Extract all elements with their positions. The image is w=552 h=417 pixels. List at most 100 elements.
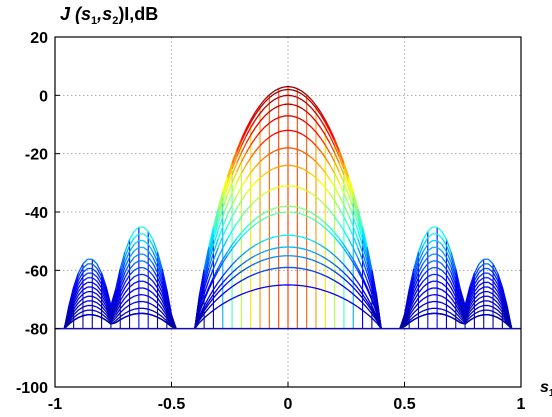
x-tick-label: 0.5 xyxy=(393,396,415,413)
mesh-profile-segment xyxy=(320,150,326,159)
mesh-profile-segment xyxy=(301,167,307,172)
mesh-profile-segment xyxy=(124,257,131,268)
mesh-profile-segment xyxy=(324,134,331,144)
mesh-profile-segment xyxy=(134,300,140,304)
mesh-profile-segment xyxy=(334,216,340,224)
mesh-profile-segment xyxy=(506,305,513,329)
mesh-profile-segment xyxy=(119,277,126,289)
mesh-profile-segment xyxy=(334,145,340,158)
mesh-profile-segment xyxy=(129,250,135,258)
mesh-profile-segment xyxy=(143,294,149,297)
mesh-profile-segment xyxy=(450,272,457,285)
mesh-profile-segment xyxy=(236,145,242,158)
mesh-profile-segment xyxy=(310,217,317,222)
mesh-profile-segment xyxy=(320,127,326,136)
mesh-profile-segment xyxy=(329,179,336,188)
mesh-profile-segment xyxy=(245,290,251,294)
mesh-profile-segment xyxy=(436,267,443,271)
mesh-profile-segment xyxy=(366,313,373,319)
mesh-profile-segment xyxy=(73,313,79,319)
mesh-profile-segment xyxy=(273,166,279,170)
mesh-profile-segment xyxy=(343,264,350,271)
mesh-profile-segment xyxy=(115,319,121,324)
mesh-profile-segment xyxy=(492,272,499,281)
mesh-profile-segment xyxy=(338,150,345,164)
mesh-profile-segment xyxy=(152,304,158,309)
mesh-profile-segment xyxy=(73,272,79,288)
mesh-profile-segment xyxy=(297,255,303,258)
mesh-profile-segment xyxy=(301,90,308,96)
mesh-profile-segment xyxy=(203,280,210,295)
mesh-profile-segment xyxy=(488,295,494,300)
mesh-profile-segment xyxy=(73,317,79,321)
mesh-profile-segment xyxy=(222,277,228,284)
mesh-profile-segment xyxy=(310,157,317,163)
mesh-profile-segment xyxy=(450,257,457,273)
mesh-profile-segment xyxy=(492,280,499,289)
mesh-profile-segment xyxy=(255,241,261,246)
mesh-profile-segment xyxy=(264,94,270,100)
mesh-profile-segment xyxy=(497,298,503,307)
mesh-profile-segment xyxy=(408,280,415,298)
mesh-profile-segment xyxy=(329,260,335,266)
mesh-profile-segment xyxy=(203,267,210,285)
mesh-profile-segment xyxy=(105,319,112,325)
mesh-profile-segment xyxy=(417,286,424,294)
mesh-profile-segment xyxy=(198,308,205,318)
mesh-profile-segment xyxy=(347,215,354,227)
mesh-profile-segment xyxy=(366,296,373,307)
mesh-profile-segment xyxy=(306,215,312,219)
mesh-profile-segment xyxy=(152,251,159,263)
mesh-profile-segment xyxy=(459,310,466,319)
mesh-profile-segment xyxy=(361,259,368,274)
mesh-profile-segment xyxy=(371,305,378,317)
mesh-profile-segment xyxy=(119,316,126,321)
mesh-profile-segment xyxy=(306,170,312,175)
mesh-profile-segment xyxy=(357,208,364,228)
mesh-profile-segment xyxy=(101,287,107,299)
mesh-profile-segment xyxy=(348,289,354,295)
mesh-profile-segment xyxy=(464,306,471,317)
mesh-profile-segment xyxy=(101,302,107,310)
mesh-profile-segment xyxy=(161,308,168,317)
mesh-profile-segment xyxy=(488,314,494,317)
mesh-profile-segment xyxy=(292,86,298,90)
mesh-profile-segment xyxy=(315,241,321,246)
mesh-profile-segment xyxy=(147,237,154,246)
mesh-profile-segment xyxy=(478,314,484,317)
mesh-profile-segment xyxy=(492,289,499,296)
mesh-profile-segment xyxy=(417,268,424,278)
mesh-profile-segment xyxy=(217,208,224,224)
mesh-profile-segment xyxy=(226,264,233,271)
mesh-profile-segment xyxy=(226,272,233,278)
mesh-profile-segment xyxy=(114,292,121,306)
mesh-profile-segment xyxy=(278,103,284,107)
mesh-profile-segment xyxy=(422,237,429,246)
mesh-profile-segment xyxy=(417,251,424,263)
mesh-profile-segment xyxy=(254,131,261,139)
mesh-profile-segment xyxy=(343,216,350,227)
mesh-profile-segment xyxy=(264,215,270,219)
mesh-profile-segment xyxy=(273,235,279,238)
mesh-profile-segment xyxy=(464,311,471,320)
mesh-profile-segment xyxy=(68,319,75,325)
mesh-profile-segment xyxy=(343,168,350,183)
mesh-profile-segment xyxy=(264,97,270,103)
mesh-profile-segment xyxy=(459,304,466,316)
mesh-profile-segment xyxy=(73,302,79,310)
mesh-profile-segment xyxy=(441,237,447,246)
mesh-profile-segment xyxy=(324,187,331,195)
mesh-profile-segment xyxy=(348,277,354,284)
mesh-profile-segment xyxy=(240,135,247,147)
y-tick-label: -100 xyxy=(16,380,48,397)
mesh-profile-segment xyxy=(352,259,359,269)
mesh-profile-segment xyxy=(236,236,242,244)
mesh-profile-segment xyxy=(306,122,312,128)
mesh-profile-segment xyxy=(297,206,303,210)
mesh-profile-segment xyxy=(352,275,359,283)
mesh-profile-segment xyxy=(357,306,363,311)
mesh-profile-segment xyxy=(245,257,252,262)
mesh-profile-segment xyxy=(464,314,471,322)
mesh-profile-segment xyxy=(413,316,419,321)
mesh-profile-segment xyxy=(418,304,424,309)
